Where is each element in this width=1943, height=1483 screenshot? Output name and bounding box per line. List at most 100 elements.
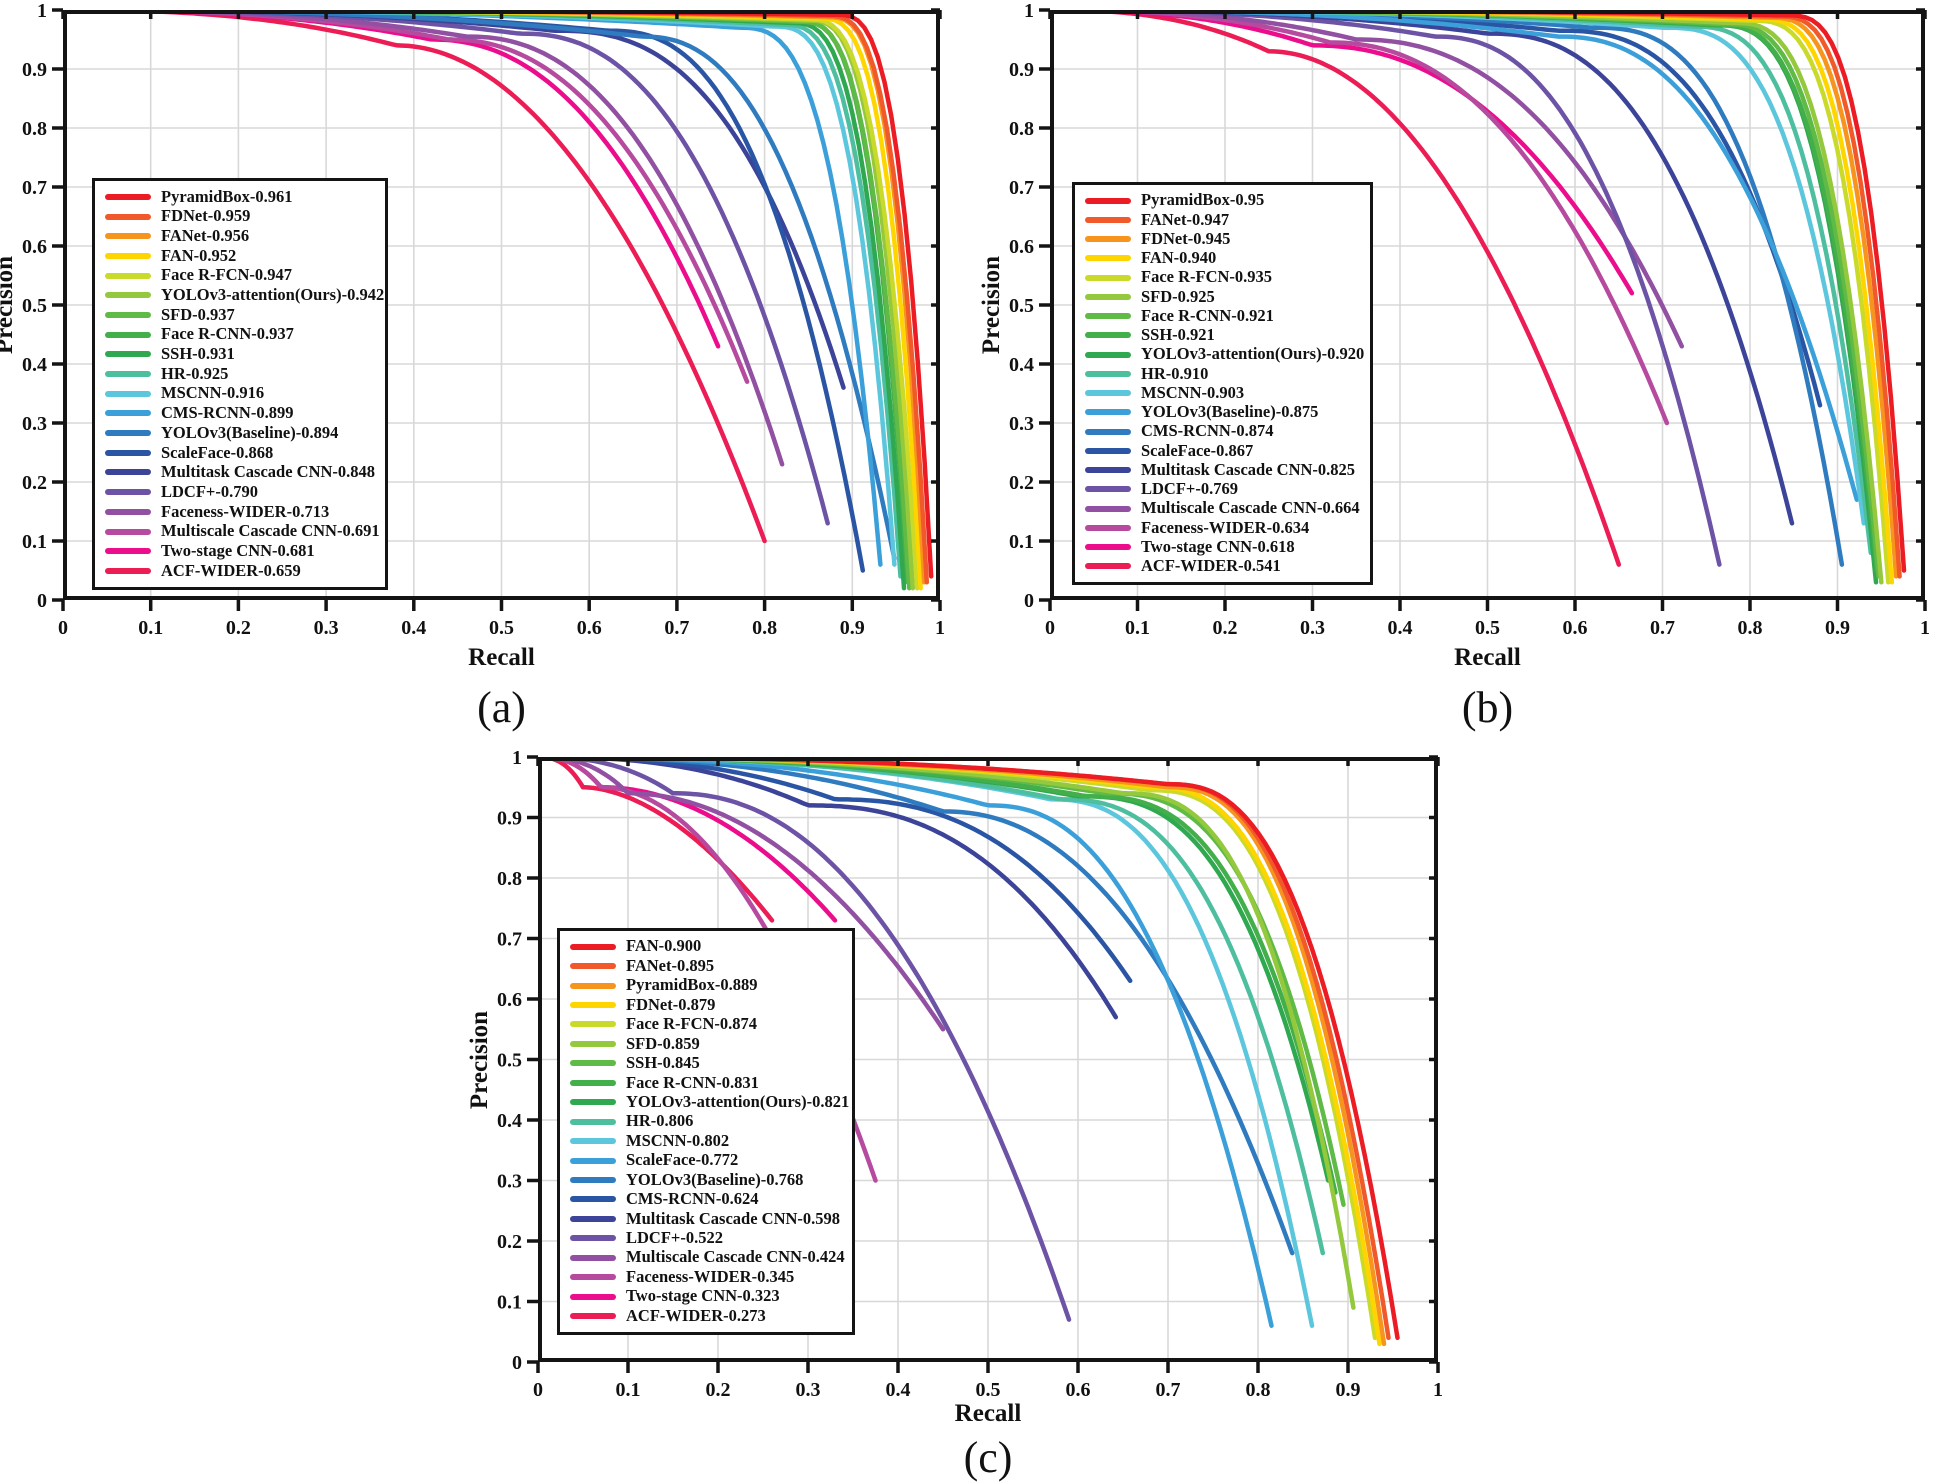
legend-label: ACF-WIDER-0.541 — [1141, 556, 1281, 576]
legend-item-scaleface: ScaleFace-0.772 — [570, 1152, 846, 1169]
y-tick-label: 0.2 — [497, 1231, 522, 1253]
legend-label: Face R-FCN-0.935 — [1141, 267, 1273, 287]
legend-label: Multiscale Cascade CNN-0.691 — [161, 521, 380, 541]
legend-label: FDNet-0.959 — [161, 206, 251, 226]
legend-label: SFD-0.937 — [161, 304, 235, 324]
legend-swatch-faceness-wider — [570, 1274, 616, 1281]
legend-swatch-yolov3-baseline — [105, 430, 151, 437]
legend-label: ScaleFace-0.868 — [161, 442, 274, 462]
x-tick-label: 0.2 — [706, 1379, 731, 1401]
x-tick-label: 0.3 — [314, 617, 339, 639]
y-tick-label: 0.7 — [22, 177, 47, 199]
legend-label: Two-stage CNN-0.323 — [626, 1286, 780, 1306]
legend-swatch-acf-wider — [570, 1313, 616, 1320]
legend-swatch-faceness-wider — [105, 508, 151, 515]
y-axis-label-a: Precision — [0, 255, 18, 355]
legend-item-scaleface: ScaleFace-0.867 — [1085, 442, 1364, 460]
y-tick-label: 0.5 — [497, 1050, 522, 1072]
subfigure-caption-a: (a) — [477, 683, 526, 732]
legend-item-multiscale-cascade-cnn: Multiscale Cascade CNN-0.424 — [570, 1249, 846, 1266]
x-tick-label: 0.7 — [664, 617, 689, 639]
legend-item-fanet: FANet-0.947 — [1085, 211, 1364, 229]
legend-label: Two-stage CNN-0.681 — [161, 540, 315, 560]
legend-item-cms-rcnn: CMS-RCNN-0.874 — [1085, 423, 1364, 440]
legend-label: PyramidBox-0.95 — [1141, 190, 1265, 210]
y-tick-label: 0.1 — [22, 531, 47, 553]
legend-swatch-fan — [570, 943, 616, 950]
y-tick-label: 0.6 — [22, 236, 47, 258]
legend-label: YOLOv3(Baseline)-0.875 — [1141, 402, 1319, 422]
y-tick-label: 0.7 — [1009, 177, 1034, 199]
x-tick-label: 0 — [58, 617, 68, 639]
legend-swatch-fan — [105, 252, 151, 259]
legend-swatch-pyramidbox — [1085, 197, 1131, 204]
y-tick-label: 0.9 — [1009, 59, 1034, 81]
legend-label: YOLOv3-attention(Ours)-0.821 — [626, 1091, 850, 1111]
y-tick-label: 0.4 — [497, 1110, 522, 1132]
y-tick-label: 0.3 — [1009, 413, 1034, 435]
legend-swatch-sfd — [1085, 293, 1131, 300]
y-tick-label: 1 — [37, 0, 47, 22]
legend-swatch-multitask-cascade-cnn — [1085, 467, 1131, 474]
legend-label: ACF-WIDER-0.273 — [626, 1305, 766, 1325]
legend-swatch-hr — [1085, 370, 1131, 377]
legend-item-acf-wider: ACF-WIDER-0.541 — [1085, 558, 1364, 575]
legend-label: Multiscale Cascade CNN-0.424 — [626, 1247, 845, 1267]
legend-item-hr: HR-0.806 — [570, 1113, 846, 1130]
legend-swatch-fanet — [105, 233, 151, 240]
legend-item-fdnet: FDNet-0.945 — [1085, 228, 1364, 248]
subfigure-caption-c: (c) — [963, 1433, 1013, 1482]
legend-item-yolov3-attention-ours: YOLOv3-attention(Ours)-0.942 — [105, 287, 384, 304]
legend-item-fan: FAN-0.900 — [570, 938, 846, 955]
pr-curve-ldcf — [538, 757, 1072, 1322]
legend-item-multitask-cascade-cnn: Multitask Cascade CNN-0.848 — [105, 464, 379, 481]
y-tick-label: 0.7 — [497, 929, 522, 951]
legend-item-multitask-cascade-cnn: Multitask Cascade CNN-0.825 — [1085, 461, 1364, 479]
legend-c: FAN-0.900 FANet-0.895 PyramidBox-0.889 FDNe… — [557, 928, 855, 1335]
legend-swatch-face-r-fcn — [105, 272, 151, 279]
x-tick-label: 0.8 — [1738, 617, 1763, 639]
y-tick-label: 0.9 — [22, 59, 47, 81]
legend-label: YOLOv3(Baseline)-0.894 — [161, 422, 339, 442]
legend-swatch-yolov3-attention-ours — [105, 292, 151, 299]
y-tick-label: 0.8 — [22, 118, 47, 140]
legend-item-face-r-cnn: Face R-CNN-0.921 — [1085, 307, 1364, 325]
x-tick-label: 0.9 — [1336, 1379, 1361, 1401]
x-tick-label: 1 — [935, 617, 945, 639]
x-tick-label: 0.4 — [886, 1379, 911, 1401]
y-axis-label-c: Precision — [466, 1010, 493, 1109]
legend-label: FDNet-0.945 — [1141, 228, 1231, 248]
legend-item-multiscale-cascade-cnn: Multiscale Cascade CNN-0.664 — [1085, 500, 1364, 517]
x-tick-label: 0.1 — [1125, 617, 1150, 639]
y-tick-label: 0.1 — [497, 1292, 522, 1314]
x-tick-label: 0.9 — [840, 617, 865, 639]
x-tick-label: 0.5 — [489, 617, 514, 639]
legend-item-two-stage-cnn: Two-stage CNN-0.681 — [105, 540, 379, 560]
legend-label: Two-stage CNN-0.618 — [1141, 536, 1295, 556]
legend-item-ssh: SSH-0.845 — [570, 1055, 846, 1072]
legend-label: SSH-0.845 — [626, 1053, 700, 1073]
legend-label: PyramidBox-0.961 — [161, 186, 293, 206]
x-axis-label-c: Recall — [954, 1400, 1022, 1427]
legend-item-hr: HR-0.910 — [1085, 363, 1364, 383]
pr-curve-acf-wider — [1050, 10, 1622, 567]
x-tick-label: 0 — [1045, 617, 1055, 639]
legend-label: Faceness-WIDER-0.634 — [1141, 517, 1310, 537]
y-tick-label: 0.2 — [22, 472, 47, 494]
legend-item-sfd: SFD-0.859 — [570, 1033, 846, 1053]
legend-label: SFD-0.859 — [626, 1033, 700, 1053]
legend-item-pyramidbox: PyramidBox-0.889 — [570, 977, 846, 994]
legend-label: Face R-CNN-0.937 — [161, 324, 294, 344]
legend-swatch-two-stage-cnn — [1085, 544, 1131, 551]
y-tick-label: 0.4 — [1009, 354, 1034, 376]
y-tick-label: 0 — [1024, 590, 1034, 612]
x-tick-label: 0.3 — [796, 1379, 821, 1401]
legend-swatch-yolov3-attention-ours — [1085, 351, 1131, 358]
legend-label: HR-0.910 — [1141, 363, 1209, 383]
legend-swatch-yolov3-baseline — [1085, 409, 1131, 416]
x-tick-label: 0.2 — [226, 617, 251, 639]
legend-item-hr: HR-0.925 — [105, 365, 379, 383]
legend-label: FAN-0.940 — [1141, 248, 1217, 268]
pr-plot-a: 0 0 0.1 0.1 0.2 0.2 0.3 0.3 0.4 0.4 0.5 0.5 0.6 0.6 0.… — [0, 0, 945, 732]
